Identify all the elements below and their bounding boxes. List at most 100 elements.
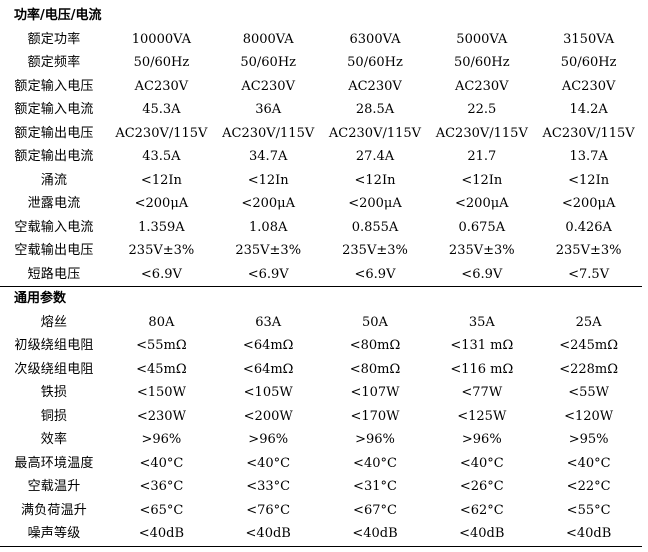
row-label: 额定输出电流 xyxy=(14,149,94,164)
cell-value: AC230V xyxy=(134,78,189,94)
row-label: 空载温升 xyxy=(27,479,81,494)
cell-value: <6.9V xyxy=(140,266,182,282)
row-label: 噪声等级 xyxy=(0,522,108,547)
cell-value: <62°C xyxy=(459,502,504,518)
cell-value: <40°C xyxy=(566,455,611,471)
cell-value: 50A xyxy=(362,314,388,330)
cell-value: <67°C xyxy=(353,502,397,518)
cell-value: <76°C xyxy=(246,502,291,518)
row-label: 熔丝 xyxy=(40,314,68,330)
cell-value: <12In xyxy=(247,172,289,188)
row-label: 短路电压 xyxy=(27,266,81,282)
cell-value: <26°C xyxy=(459,479,504,494)
cell-value: 10000VA xyxy=(131,31,192,47)
cell-value: <64mΩ xyxy=(242,338,294,353)
cell-value: 235V±3% xyxy=(235,243,302,258)
row-label: 空载输入电流 xyxy=(14,219,94,235)
row-label: 额定输出电压 xyxy=(14,125,94,141)
cell-value: <55W xyxy=(568,385,610,400)
table-row: 效率 >96% >96% >96% >96% >95% xyxy=(0,428,642,452)
cell-value: AC230V xyxy=(561,78,616,94)
table-row: 泄露电流 <200μA <200μA <200μA <200μA <200μA xyxy=(0,192,642,216)
row-label: 次级绕组电阻 xyxy=(14,361,94,377)
cell-value: <12In xyxy=(568,172,610,188)
table-row: 熔丝 80A 63A 50A 35A 25A xyxy=(0,311,642,335)
table-row: 空载输入电流 1.359A 1.08A 0.855A 0.675A 0.426A xyxy=(0,216,642,240)
table-row: 额定功率 10000VA 8000VA 6300VA 5000VA 3150VA xyxy=(0,28,642,52)
table-row: 额定输入电压 AC230V AC230V AC230V AC230V AC230V xyxy=(0,75,642,99)
cell-value: <125W xyxy=(457,408,507,424)
cell-value: <200μA xyxy=(134,196,189,211)
row-label: 额定功率 xyxy=(27,31,81,47)
cell-value: <22°C xyxy=(566,479,611,494)
cell-value: 0.426A xyxy=(565,219,612,235)
cell-value: <170W xyxy=(350,408,400,424)
cell-value: <40°C xyxy=(353,455,397,471)
table-row: 满负荷温升 <65°C <76°C <67°C <62°C <55°C xyxy=(0,499,642,523)
cell-value: <40°C xyxy=(459,455,504,471)
cell-value: <230W xyxy=(136,408,186,424)
cell-value: 5000VA xyxy=(456,31,508,47)
cell-value: <40°C xyxy=(139,455,184,471)
cell-value: <6.9V xyxy=(461,266,503,282)
cell-value: <116 mΩ xyxy=(450,361,514,377)
cell-value: 14.2A xyxy=(569,102,608,117)
cell-value: <150W xyxy=(136,385,186,400)
cell-value: >95% xyxy=(568,432,609,447)
cell-value: 27.4A xyxy=(355,149,395,164)
cell-value: 21.7 xyxy=(467,149,497,164)
cell-value: 22.5 xyxy=(467,102,497,117)
row-label: 泄露电流 xyxy=(27,196,81,211)
row-label: 最高环境温度 xyxy=(14,455,94,471)
cell-value: <80mΩ xyxy=(349,361,401,377)
cell-value: <77W xyxy=(461,385,503,400)
cell-value: <200μA xyxy=(348,196,402,211)
cell-value: <105W xyxy=(243,385,293,400)
cell-value: <55mΩ xyxy=(136,338,187,353)
cell-value: <6.9V xyxy=(247,266,289,282)
row-label: 额定输入电流 xyxy=(14,102,94,117)
cell-value: <36°C xyxy=(139,479,184,494)
section-title: 功率/电压/电流 xyxy=(14,8,102,23)
cell-value: 0.855A xyxy=(351,219,399,235)
cell-value: 63A xyxy=(255,314,282,330)
cell-value: <45mΩ xyxy=(136,361,187,377)
table-row: 初级绕组电阻 <55mΩ <64mΩ <80mΩ <131 mΩ <245mΩ xyxy=(0,334,642,358)
cell-value: 13.7A xyxy=(569,149,608,164)
cell-value: 50/60Hz xyxy=(133,55,190,70)
cell-value: 235V±3% xyxy=(342,243,408,258)
table-row: 次级绕组电阻 <45mΩ <64mΩ <80mΩ <116 mΩ <228mΩ xyxy=(0,358,642,382)
cell-value: 25A xyxy=(575,314,602,330)
table-row: 铁损 <150W <105W <107W <77W <55W xyxy=(0,381,642,405)
cell-value: <40dB xyxy=(428,522,536,547)
cell-value: 80A xyxy=(148,314,175,330)
cell-value: AC230V/115V xyxy=(328,125,422,141)
cell-value: 235V±3% xyxy=(555,243,622,258)
cell-value: <7.5V xyxy=(568,266,610,282)
cell-value: AC230V/115V xyxy=(115,125,208,141)
spec-table-body: 功率/电压/电流 额定功率 10000VA 8000VA 6300VA 5000VA 315… xyxy=(0,4,643,547)
cell-value: 36A xyxy=(255,102,282,117)
cell-value: <245mΩ xyxy=(559,338,619,353)
cell-value: <6.9V xyxy=(354,266,396,282)
cell-value: 35A xyxy=(468,314,495,330)
row-label: 额定输入电压 xyxy=(14,78,94,94)
cell-value: <200μA xyxy=(241,196,295,211)
cell-value: 1.08A xyxy=(249,219,288,235)
cell-value: >96% xyxy=(461,432,502,447)
row-label: 额定频率 xyxy=(27,55,81,70)
cell-value: 28.5A xyxy=(355,102,395,117)
cell-value: <12In xyxy=(140,172,182,188)
cell-value: <40dB xyxy=(214,522,322,547)
table-row: 额定输出电流 43.5A 34.7A 27.4A 21.7 13.7A xyxy=(0,145,642,169)
cell-value: 235V±3% xyxy=(448,243,515,258)
cell-value: <80mΩ xyxy=(349,338,401,353)
section-header-row: 通用参数 xyxy=(0,286,643,311)
cell-value: <40dB xyxy=(535,522,643,547)
row-label: 初级绕组电阻 xyxy=(14,338,94,353)
table-row: 额定输入电流 45.3A 36A 28.5A 22.5 14.2A xyxy=(0,98,642,122)
cell-value: AC230V/115V xyxy=(222,125,315,141)
cell-value: <12In xyxy=(461,172,503,188)
row-label: 铁损 xyxy=(40,385,68,400)
row-label: 空载输出电压 xyxy=(14,243,94,258)
